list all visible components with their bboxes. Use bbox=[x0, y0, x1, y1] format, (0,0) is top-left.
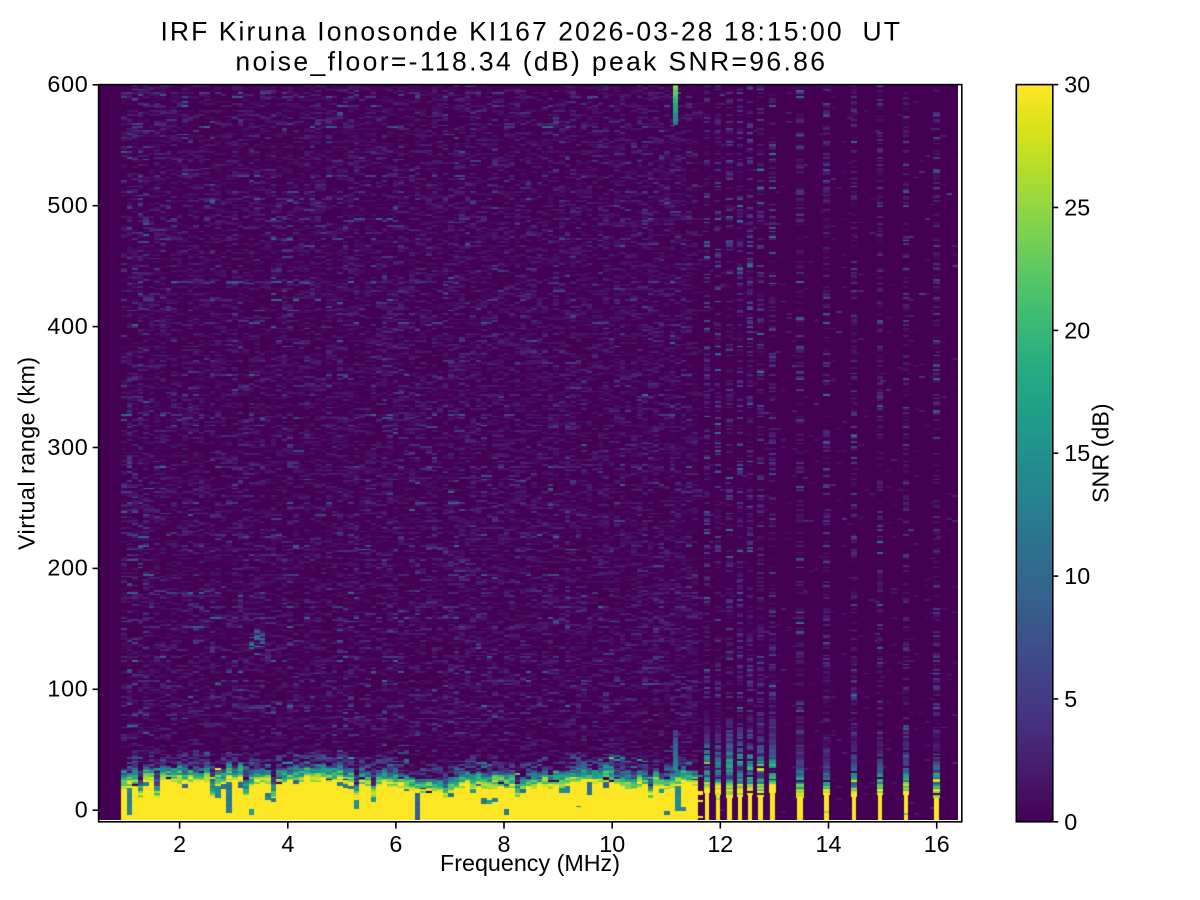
svg-text:100: 100 bbox=[47, 676, 88, 702]
svg-text:Virtual range (km): Virtual range (km) bbox=[14, 356, 40, 550]
svg-text:Frequency (MHz): Frequency (MHz) bbox=[440, 850, 620, 876]
svg-text:30: 30 bbox=[1064, 72, 1090, 98]
svg-text:10: 10 bbox=[1064, 563, 1090, 589]
svg-text:IRF Kiruna Ionosonde KI167 202: IRF Kiruna Ionosonde KI167 2026-03-28 18… bbox=[160, 17, 900, 47]
svg-text:6: 6 bbox=[389, 831, 402, 857]
svg-text:600: 600 bbox=[47, 71, 88, 97]
svg-text:200: 200 bbox=[47, 555, 88, 581]
svg-text:10: 10 bbox=[599, 831, 625, 857]
svg-text:300: 300 bbox=[47, 434, 88, 460]
svg-text:5: 5 bbox=[1064, 686, 1077, 712]
svg-text:0: 0 bbox=[75, 797, 89, 823]
svg-text:8: 8 bbox=[498, 831, 511, 857]
svg-text:20: 20 bbox=[1064, 317, 1090, 343]
svg-text:16: 16 bbox=[924, 831, 950, 857]
svg-text:noise_floor=-118.34 (dB) peak: noise_floor=-118.34 (dB) peak SNR=96.86 bbox=[235, 47, 825, 77]
svg-text:15: 15 bbox=[1064, 440, 1090, 466]
svg-text:SNR (dB): SNR (dB) bbox=[1087, 403, 1113, 503]
svg-text:500: 500 bbox=[47, 192, 88, 218]
svg-text:0: 0 bbox=[1064, 809, 1077, 835]
svg-text:25: 25 bbox=[1064, 195, 1090, 221]
svg-text:14: 14 bbox=[816, 831, 842, 857]
svg-text:400: 400 bbox=[47, 313, 88, 339]
svg-text:12: 12 bbox=[707, 831, 733, 857]
svg-text:4: 4 bbox=[281, 831, 294, 857]
svg-text:2: 2 bbox=[173, 831, 186, 857]
